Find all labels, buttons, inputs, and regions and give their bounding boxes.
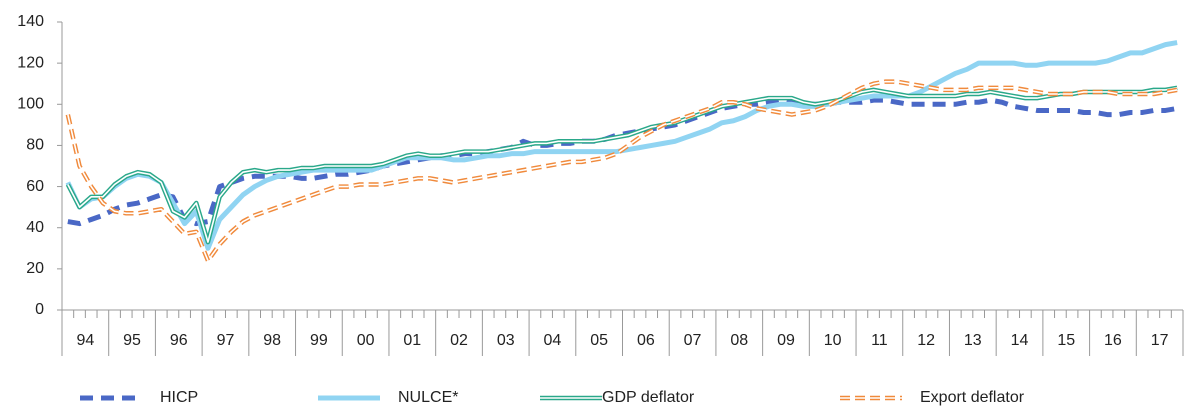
series-line [65,40,1178,251]
series-line-inner [67,87,1178,243]
y-tick-label: 120 [17,54,44,71]
x-tick-label: 09 [777,332,795,349]
x-tick-label: 16 [1104,332,1122,349]
series-line [65,85,1178,245]
x-tick-label: 08 [730,332,748,349]
x-tick-label: 12 [917,332,935,349]
x-tick-label: 06 [637,332,655,349]
x-tick-label: 04 [544,332,562,349]
x-tick-label: 14 [1011,332,1029,349]
x-tick-label: 07 [684,332,702,349]
x-tick-label: 15 [1057,332,1075,349]
x-tick-label: 01 [403,332,421,349]
x-tick-label: 00 [357,332,375,349]
x-tick-label: 13 [964,332,982,349]
x-tick-label: 02 [450,332,468,349]
legend-label: HICP [160,389,198,406]
y-tick-label: 140 [17,13,44,30]
y-tick-label: 80 [26,137,44,154]
x-tick-label: 94 [76,332,94,349]
x-tick-label: 97 [217,332,235,349]
series-line [65,79,1178,263]
x-tick-label: 05 [590,332,608,349]
legend-label: GDP deflator [602,389,695,406]
x-tick-label: 99 [310,332,328,349]
x-tick-label: 98 [263,332,281,349]
y-tick-label: 0 [35,301,44,318]
x-tick-label: 10 [824,332,842,349]
y-tick-label: 20 [26,260,44,277]
series-line [67,97,1178,227]
x-tick-label: 03 [497,332,515,349]
series-line-inner [67,80,1178,262]
x-tick-label: 17 [1151,332,1169,349]
x-tick-label: 96 [170,332,188,349]
y-tick-label: 100 [17,96,44,113]
x-tick-label: 11 [871,332,888,349]
y-tick-label: 60 [26,178,44,195]
x-tick-label: 95 [123,332,141,349]
legend-label: NULCE* [398,389,458,406]
legend-label: Export deflator [920,389,1025,406]
y-tick-label: 40 [26,219,44,236]
